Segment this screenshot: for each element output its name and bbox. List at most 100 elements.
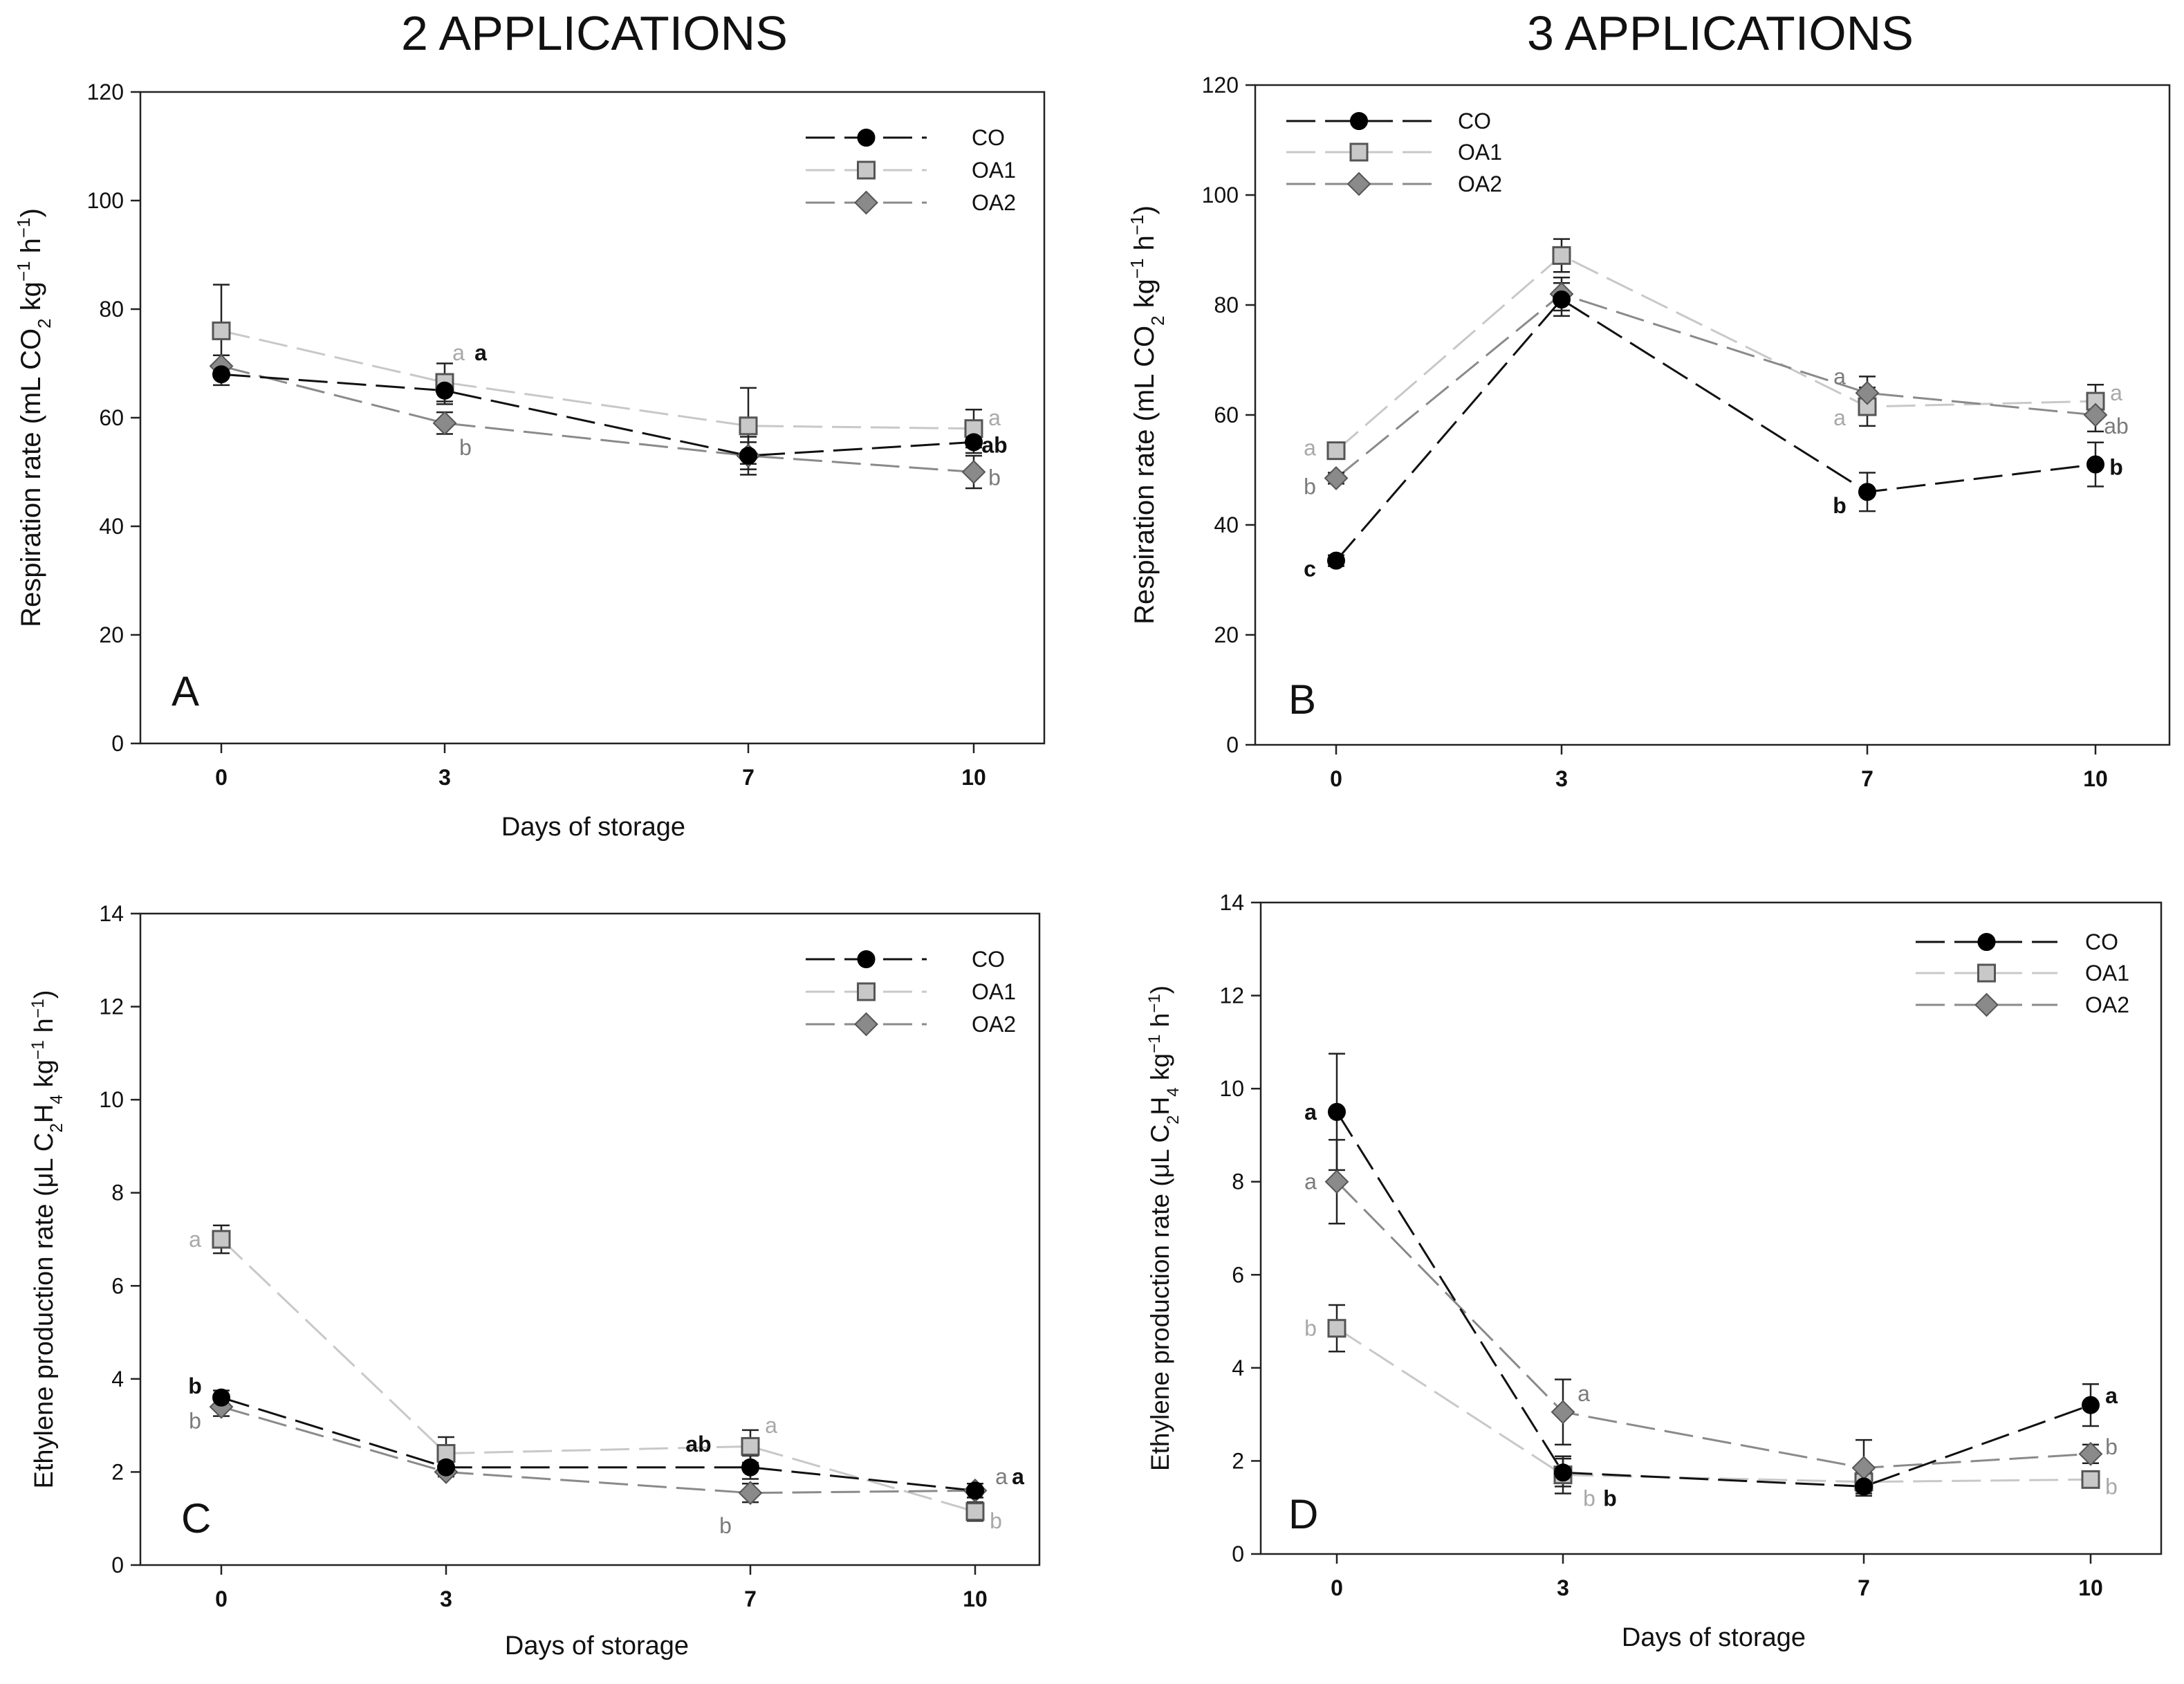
legend-marker-co	[1977, 933, 1996, 951]
y-axis-title-part: kg	[1129, 279, 1160, 315]
y-tick-label: 0	[1232, 1542, 1244, 1566]
data-point-oa1	[2081, 1470, 2100, 1489]
data-point-co	[2086, 455, 2104, 474]
legend-marker-oa1	[1349, 142, 1369, 162]
legend-marker-oa2	[854, 1012, 878, 1037]
data-point-oa1	[965, 1502, 985, 1521]
y-tick-label: 2	[1232, 1448, 1244, 1473]
y-axis-title-part: h	[16, 238, 46, 261]
legend-marker-oa1	[1977, 963, 1996, 983]
x-tick-label: 10	[2083, 766, 2108, 791]
legend-marker-oa1	[857, 982, 876, 1001]
significance-letter: a	[474, 340, 487, 365]
significance-letter: a	[988, 405, 1001, 430]
legend-label-co: CO	[1458, 109, 1491, 133]
data-point-co	[2082, 1396, 2100, 1414]
y-tick-label: 80	[99, 297, 124, 322]
data-point-co	[1327, 551, 1345, 570]
data-point-oa2	[738, 1481, 763, 1506]
legend-label-oa2: OA2	[972, 190, 1016, 215]
y-tick-label: 60	[99, 405, 124, 430]
data-point-co	[1553, 290, 1571, 309]
series-line-co	[221, 1396, 976, 1492]
series-line-oa2	[221, 364, 974, 473]
y-axis-title-part: 2	[48, 1123, 66, 1133]
data-point-oa1	[212, 1230, 231, 1249]
y-axis-title-part: Ethylene production rate (μL C	[1146, 1125, 1174, 1471]
data-point-co	[1855, 1477, 1873, 1496]
panel-letter: C	[181, 1495, 211, 1542]
significance-letter: a	[1304, 1169, 1317, 1194]
series-line-oa2	[221, 1405, 976, 1495]
data-point-oa2	[432, 411, 457, 436]
y-axis-title-part: Respiration rate (mL CO	[1129, 326, 1160, 624]
data-point-co	[212, 365, 230, 384]
significance-letter: b	[988, 465, 1001, 490]
y-axis-title-part: h	[30, 1018, 59, 1040]
legend-marker-co	[857, 950, 876, 968]
significance-letter: ab	[2104, 414, 2129, 438]
significance-letter: ab	[685, 1432, 711, 1456]
data-point-oa1	[212, 321, 231, 340]
panel-c-chart: 0 2 4 6 8 10 12 14 0 3 7 10 Days of storage Ethylene …	[29, 901, 1041, 1660]
header-2-applications: 2 APPLICATIONS	[401, 6, 788, 60]
significance-letter: b	[1304, 1316, 1317, 1341]
panel-d-chart: 0 2 4 6 8 10 12 14 0 3 7 10 Days of storage Ethylene …	[1145, 890, 2163, 1652]
y-axis-title-part: 2	[34, 318, 55, 328]
y-tick-label: 12	[99, 994, 124, 1019]
legend-label-oa2: OA2	[1458, 172, 1502, 196]
y-tick-label: 60	[1214, 403, 1239, 427]
x-axis-title: Days of storage	[505, 1631, 689, 1660]
significance-letter: a	[1577, 1381, 1590, 1406]
significance-letter: a	[995, 1464, 1008, 1489]
y-tick-label: 12	[1219, 983, 1244, 1008]
data-point-co	[1858, 483, 1876, 501]
significance-letter: b	[188, 1373, 202, 1398]
header-3-applications: 3 APPLICATIONS	[1527, 6, 1914, 60]
legend-label-oa1: OA1	[972, 158, 1016, 183]
significance-letter: b	[2105, 1434, 2118, 1459]
y-tick-label: 8	[1232, 1169, 1244, 1194]
x-axis-title: Days of storage	[1622, 1623, 1806, 1652]
y-axis-title: Respiration rate (mL CO2 kg−1 h−1)	[1127, 205, 1168, 624]
y-tick-label: 10	[1219, 1076, 1244, 1101]
x-tick-label: 10	[2078, 1575, 2103, 1600]
series-line-co	[1335, 298, 2096, 562]
significance-letter: b	[459, 435, 472, 460]
y-tick-label: 0	[1226, 732, 1239, 757]
y-tick-label: 0	[111, 731, 124, 756]
legend-label-oa2: OA2	[2085, 992, 2129, 1017]
data-point-co	[1554, 1463, 1572, 1482]
data-point-co	[741, 1458, 759, 1477]
x-tick-label: 10	[961, 765, 986, 790]
y-axis-title-part: −1	[29, 999, 48, 1018]
y-axis-title: Ethylene production rate (μL C2H4 kg−1 h…	[1145, 986, 1183, 1471]
y-tick-label: 120	[87, 80, 124, 104]
significance-letter: a	[2105, 1383, 2118, 1408]
significance-letter: a	[452, 340, 465, 365]
y-axis-title-part: −1	[29, 1040, 48, 1060]
x-tick-label: 3	[438, 765, 451, 790]
y-axis-title-part: −1	[1127, 214, 1147, 235]
y-tick-label: 100	[1202, 183, 1239, 207]
x-tick-label: 0	[215, 1586, 228, 1611]
y-tick-label: 14	[1219, 890, 1244, 915]
series-line-oa1	[1335, 254, 2096, 452]
data-point-oa2	[2078, 1441, 2103, 1466]
x-tick-label: 0	[215, 765, 228, 790]
data-point-oa2	[1324, 1169, 1349, 1194]
y-tick-label: 20	[1214, 622, 1239, 647]
y-axis-title-part: 4	[48, 1095, 66, 1104]
plot-frame	[1259, 901, 2163, 1555]
panel-a-chart: 0 20 40 60 80 100 120 0 3 7 10 Days of storage Respi…	[13, 80, 1046, 842]
y-axis-title-part: )	[30, 990, 59, 999]
data-point-co	[436, 381, 454, 400]
significance-letter: ab	[981, 432, 1007, 457]
plot-frame	[139, 912, 1041, 1566]
y-axis-title-part: H	[1146, 1097, 1174, 1116]
significance-letter: b	[2109, 455, 2123, 480]
y-axis-title: Respiration rate (mL CO2 kg−1 h−1)	[13, 208, 55, 627]
y-axis-title-part: −1	[1127, 258, 1147, 279]
y-tick-label: 2	[111, 1459, 124, 1484]
legend-marker-co	[1350, 112, 1368, 130]
